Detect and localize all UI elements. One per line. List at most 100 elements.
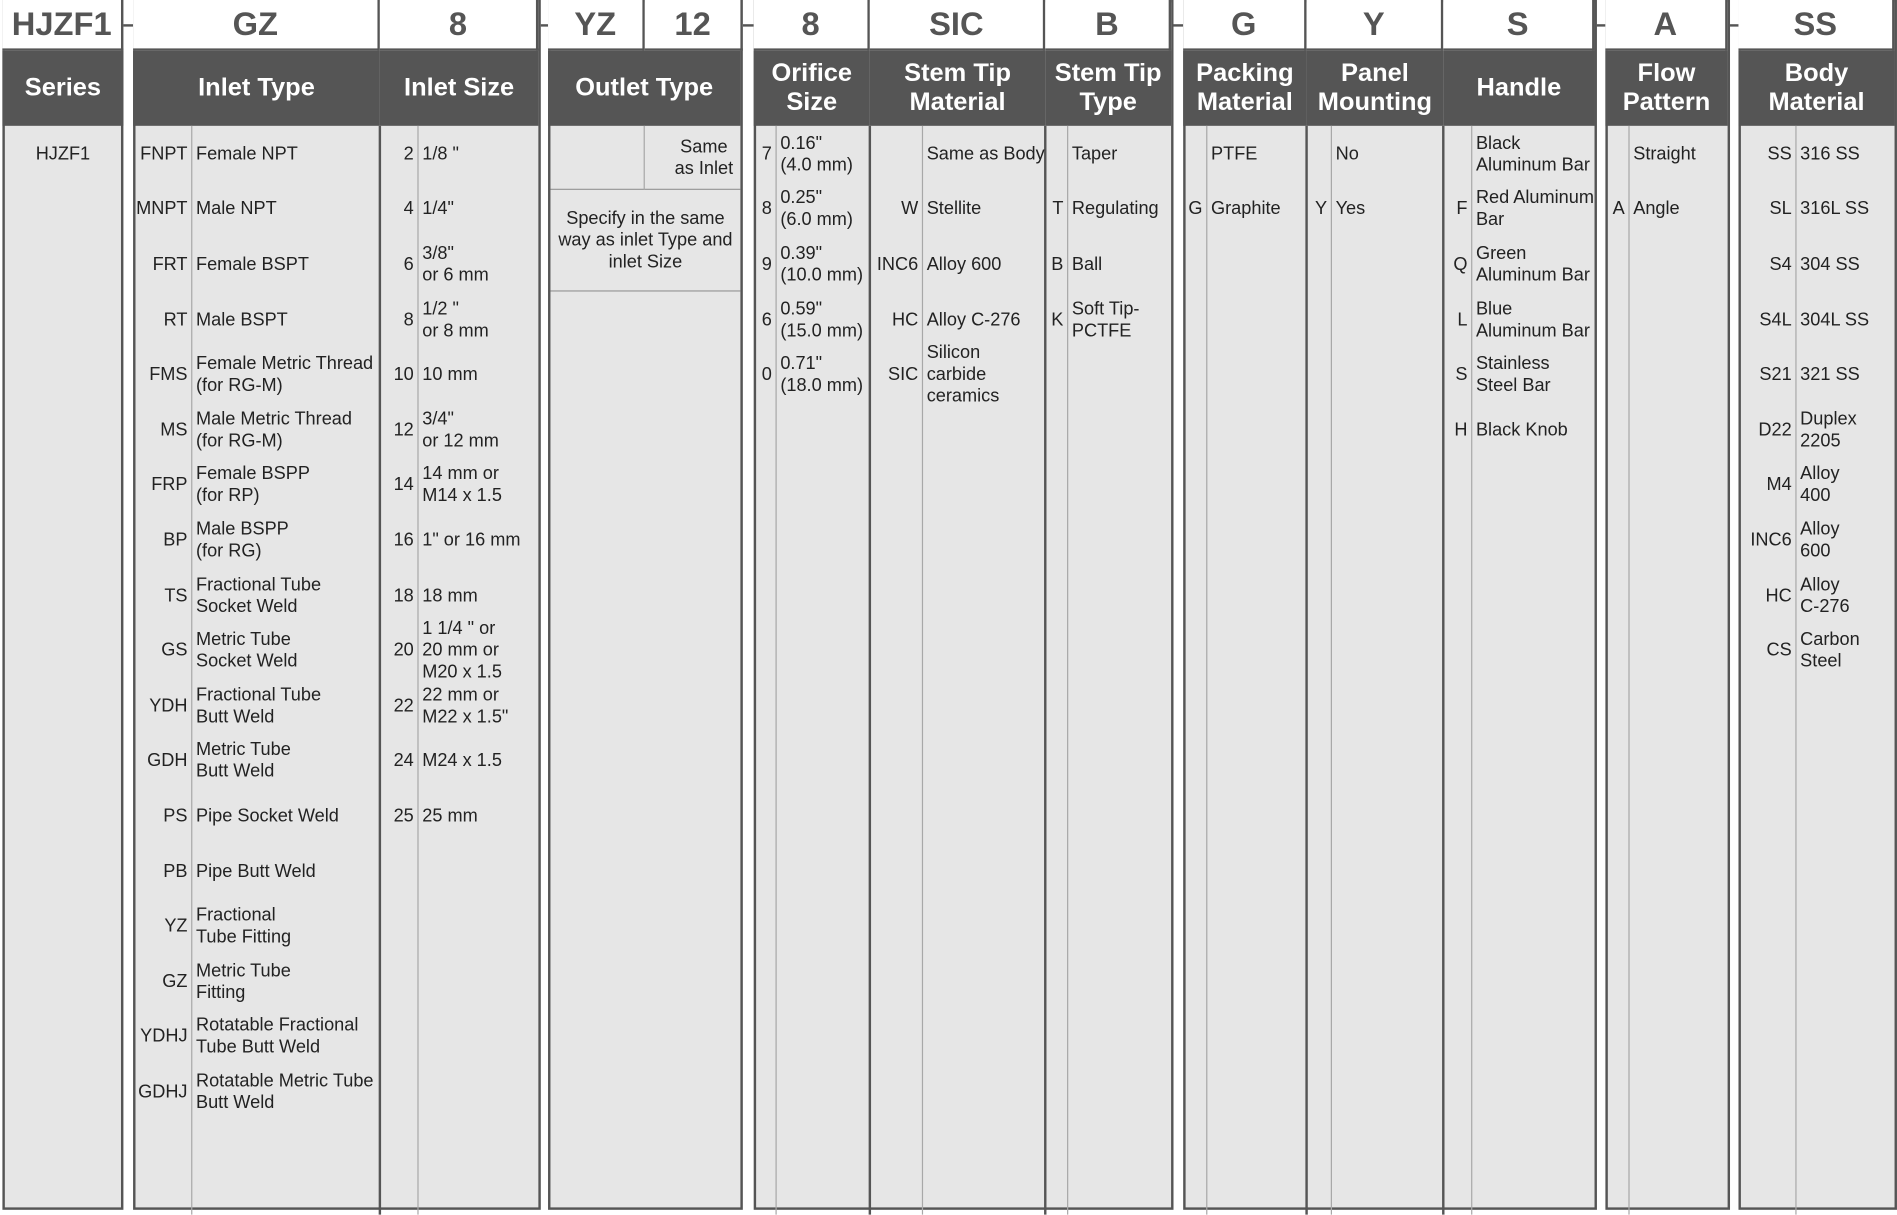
code-divider (643, 125, 645, 190)
inlet-size-option-code: 16 (393, 529, 414, 551)
body-material-option-code: S21 (1759, 364, 1792, 385)
handle-option-label: Blue Aluminum Bar (1475, 298, 1590, 341)
connector-dash (742, 24, 754, 27)
inlet-size-option-code: 8 (403, 309, 414, 330)
inlet-type-option-label: Pipe Butt Weld (195, 860, 316, 882)
group-frame (133, 0, 541, 1210)
stem-tip-type-option-label: Soft Tip- PCTFE (1071, 298, 1140, 341)
inlet-type-option-code: PB (163, 860, 188, 882)
orifice-size-header: Orifice Size (753, 50, 870, 126)
inlet-size-option-code: 2 (403, 143, 414, 165)
inlet-type-option-code: MS (160, 419, 188, 441)
connector-dash (1730, 24, 1739, 27)
group-frame (2, 0, 124, 1210)
series-header: Series (2, 50, 124, 126)
connector-dash (540, 24, 549, 27)
stem-tip-material-option-code: HC (892, 309, 919, 330)
group-frame (1183, 0, 1597, 1210)
column-separator (1442, 125, 1445, 1215)
stem-tip-material-option-code: INC6 (876, 254, 919, 275)
inlet-size-option-code: 6 (403, 254, 414, 275)
panel-mounting-option-label: Yes (1335, 198, 1366, 220)
connector-dash (1173, 24, 1184, 27)
inlet-type-option-code: FNPT (140, 143, 188, 165)
stem-tip-type-option-label: Ball (1071, 254, 1103, 275)
body-material-option-label: Alloy 400 (1800, 463, 1840, 507)
body-material-option-code: SS (1767, 143, 1792, 165)
inlet-size-option-label: 1/2 " or 8 mm (422, 298, 489, 341)
outlet-same-row (550, 126, 741, 190)
column-separator (378, 125, 382, 1215)
stem-tip-material-header: Stem Tip Material (869, 50, 1046, 126)
inlet-size-option-code: 22 (393, 695, 414, 716)
inlet-type-option-code: MNPT (136, 198, 188, 220)
inlet-type-option-label: Metric Tube Socket Weld (195, 629, 298, 672)
body-material-option-label: 304 SS (1800, 254, 1860, 275)
column-separator (1044, 125, 1047, 1215)
inlet-size-option-code: 4 (403, 198, 414, 220)
stem-tip-type-option-label: Regulating (1071, 198, 1159, 220)
body-material-code: SS (1738, 0, 1895, 51)
packing-material-option-code: G (1188, 198, 1203, 220)
inlet-type-option-code: BP (163, 529, 188, 551)
stem-tip-type-option-code: B (1051, 254, 1064, 275)
inlet-type-option-code: RT (163, 309, 188, 330)
body-material-option-code: HC (1765, 585, 1792, 606)
inlet-type-option-code: YDHJ (140, 1026, 188, 1047)
orifice-size-code: 8 (753, 0, 870, 51)
handle-header: Handle (1443, 50, 1595, 126)
inlet-size-option-label: 1/4" (422, 198, 454, 220)
stem-tip-material-option-label: Alloy C-276 (926, 309, 1021, 330)
group-frame (548, 0, 743, 1210)
orifice-size-option-code: 9 (761, 254, 772, 275)
inlet-type-header: Inlet Type (133, 50, 380, 126)
group-frame (753, 0, 1174, 1210)
outlet-type-code: YZ (548, 0, 645, 51)
panel-mounting-header: Panel Mounting (1306, 50, 1444, 126)
inlet-size-option-label: 1/8 " (422, 143, 459, 165)
body-material-option-label: 321 SS (1800, 364, 1860, 385)
inlet-size-option-code: 18 (393, 585, 414, 606)
inlet-type-option-code: YZ (164, 916, 188, 937)
body-material-option-code: S4L (1759, 309, 1792, 330)
code-divider (1330, 125, 1332, 1215)
inlet-type-option-code: FMS (149, 364, 188, 385)
body-material-option-code: SL (1769, 198, 1792, 220)
inlet-size-option-label: 18 mm (422, 585, 478, 606)
handle-option-label: Green Aluminum Bar (1475, 243, 1590, 286)
handle-option-code: L (1457, 309, 1468, 330)
inlet-type-option-code: GDH (147, 750, 188, 772)
connector-dash (1596, 24, 1606, 27)
outlet-same-label: Same as Inlet (674, 136, 734, 179)
inlet-type-option-code: YDH (149, 695, 188, 716)
orifice-size-option-label: 0.16" (4.0 mm) (780, 132, 853, 176)
code-divider (1206, 125, 1208, 1215)
code-divider (1067, 125, 1069, 1215)
body-material-option-code: INC6 (1750, 529, 1792, 551)
code-divider (921, 125, 924, 1215)
body-material-option-label: 304L SS (1800, 309, 1870, 330)
stem-tip-material-code: SIC (869, 0, 1046, 51)
inlet-type-option-label: Metric Tube Fitting (195, 960, 291, 1003)
inlet-type-option-label: Female Metric Thread (for RG-M) (195, 353, 374, 396)
body-material-option-code: D22 (1758, 419, 1792, 441)
inlet-size-header: Inlet Size (379, 50, 539, 126)
inlet-size-option-label: 3/4" or 12 mm (422, 408, 499, 452)
stem-tip-type-code: B (1045, 0, 1172, 51)
handle-option-label: Stainless Steel Bar (1475, 353, 1551, 396)
inlet-type-option-label: Fractional Tube Socket Weld (195, 574, 322, 617)
flow-pattern-option-label: Straight (1633, 143, 1696, 165)
series-code: HJZF1 (2, 0, 124, 51)
inlet-size-option-label: 1" or 16 mm (422, 529, 521, 551)
handle-option-label: Black Knob (1475, 419, 1568, 441)
inlet-type-option-code: GDHJ (138, 1081, 188, 1103)
stem-tip-material-option-label: Same as Body (926, 143, 1045, 165)
connector-dash (123, 24, 134, 27)
orifice-size-option-code: 0 (761, 364, 772, 385)
stem-tip-type-header: Stem Tip Type (1045, 50, 1172, 126)
inlet-type-option-code: GS (161, 640, 188, 661)
inlet-type-option-label: Male NPT (195, 198, 277, 220)
code-divider (1628, 125, 1630, 1215)
column-separator (868, 125, 872, 1215)
